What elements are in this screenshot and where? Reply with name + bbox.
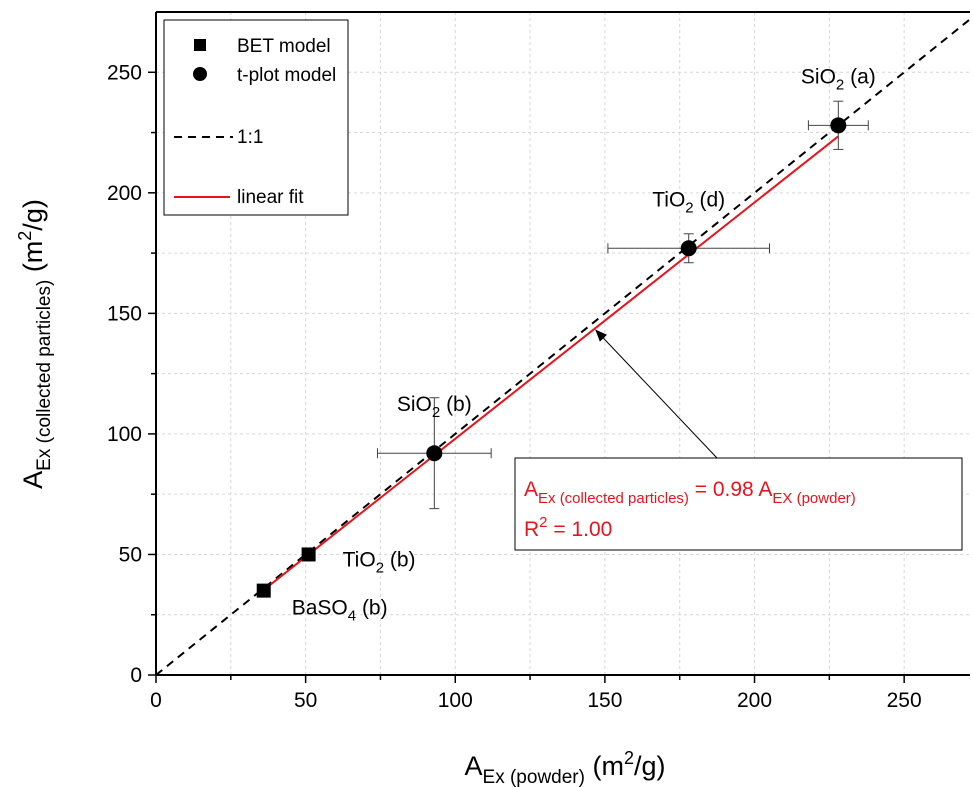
point-label: BaSO4 (b) [292, 597, 388, 625]
axes [148, 11, 970, 683]
x-tick-label: 150 [587, 689, 622, 712]
point-labels: BaSO4 (b) TiO2 (b) SiO2 (b) TiO2 (d) SiO2 (a… [292, 65, 876, 624]
y-tick-label: 150 [107, 302, 142, 325]
x-tick-label: 50 [294, 689, 317, 712]
x-tick-label: 0 [150, 689, 162, 712]
fit-annotation: AEx (collected particles) = 0.98 AEX (po… [514, 329, 963, 551]
annotation-box [514, 457, 963, 551]
legend-fit-label: linear fit [237, 187, 304, 208]
annotation-arrow [595, 329, 718, 459]
legend-frame [163, 19, 349, 216]
data-point-square [256, 583, 271, 598]
tick-labels: 0 50 100 150 200 250 0 50 100 150 200 250 [107, 61, 922, 712]
data-point-circle [680, 240, 697, 257]
y-tick-label: 200 [107, 182, 142, 205]
r-squared-label: R2 = 1.00 [524, 514, 612, 541]
error-bars [376, 100, 869, 510]
legend-square-marker [194, 39, 206, 51]
data-point-square [301, 547, 316, 562]
x-axis-title: AEx (powder) (m2/g) [465, 748, 666, 787]
point-label: SiO2 (a) [801, 65, 876, 93]
y-axis-title: AEx (collected particles) (m2/g) [15, 199, 55, 489]
x-tick-label: 250 [887, 689, 922, 712]
legend: BET model t-plot model 1:1 linear fit [163, 19, 349, 216]
legend-bet-label: BET model [237, 36, 331, 57]
fit-equation: AEx (collected particles) = 0.98 AEX (po… [524, 478, 856, 507]
point-label: TiO2 (d) [652, 188, 725, 216]
grid [156, 12, 970, 675]
linear-fit-line [263, 135, 839, 591]
y-tick-label: 100 [107, 423, 142, 446]
point-label: TiO2 (b) [343, 548, 416, 576]
legend-ratio-label: 1:1 [237, 127, 263, 148]
y-tick-label: 50 [119, 543, 142, 566]
data-points [256, 117, 847, 598]
y-tick-label: 0 [130, 664, 142, 687]
legend-circle-marker [193, 67, 207, 81]
data-point-circle [426, 445, 443, 462]
point-label: SiO2 (b) [397, 393, 472, 421]
x-tick-label: 100 [438, 689, 473, 712]
fit-line-layer [263, 135, 839, 591]
y-tick-label: 250 [107, 61, 142, 84]
x-tick-label: 200 [737, 689, 772, 712]
legend-tplot-label: t-plot model [237, 65, 336, 86]
data-point-circle [830, 117, 847, 134]
